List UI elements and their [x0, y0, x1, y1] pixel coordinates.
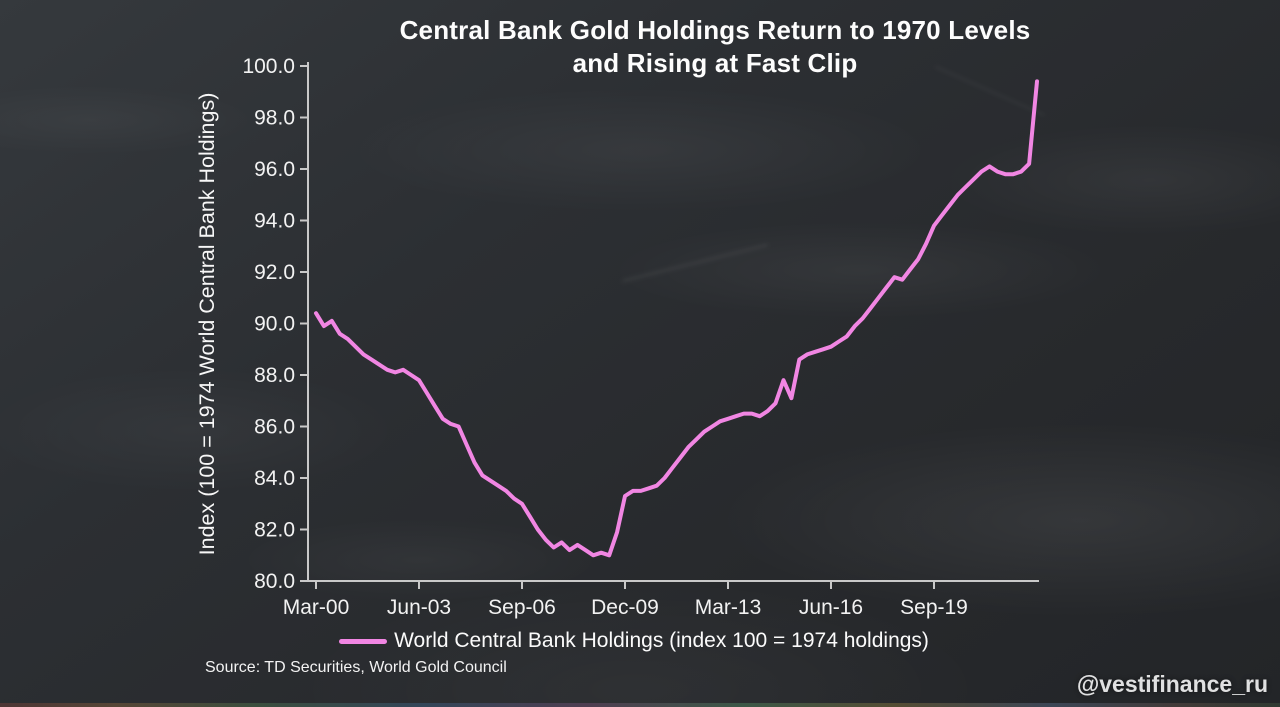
source-note: Source: TD Securities, World Gold Counci… — [205, 659, 507, 676]
holdings-line-series — [314, 79, 1039, 558]
watermark: @vestifinance_ru — [1076, 671, 1268, 697]
y-tick-label: 80.0 — [254, 570, 295, 593]
x-tick-label: Mar-00 — [283, 596, 350, 619]
y-axis-title: Index (100 = 1974 World Central Bank Hol… — [195, 93, 219, 556]
x-tick-label: Sep-19 — [900, 596, 968, 619]
y-tick-label: 86.0 — [254, 416, 295, 439]
x-tick-label: Sep-06 — [488, 596, 556, 619]
y-tick-label: 90.0 — [254, 313, 295, 336]
x-tick-label: Jun-03 — [387, 596, 451, 619]
y-tick-label: 84.0 — [254, 467, 295, 490]
x-tick-label: Jun-16 — [799, 596, 863, 619]
y-tick-label: 82.0 — [254, 519, 295, 542]
legend-line-swatch — [339, 638, 388, 644]
y-tick-label: 100.0 — [242, 55, 295, 78]
y-tick-label: 94.0 — [254, 210, 295, 233]
y-tick-label: 88.0 — [254, 364, 295, 387]
x-tick-label: Dec-09 — [591, 596, 659, 619]
chart-title-line-2: and Rising at Fast Clip — [572, 48, 858, 78]
chart-legend: World Central Bank Holdings (index 100 =… — [0, 629, 1274, 653]
y-tick-label: 96.0 — [254, 158, 295, 181]
y-tick-label: 92.0 — [254, 261, 295, 284]
x-tick-label: Mar-13 — [695, 596, 762, 619]
chart-title: Central Bank Gold Holdings Return to 197… — [180, 14, 1250, 80]
y-tick-label: 98.0 — [254, 107, 295, 130]
chart-title-line-1: Central Bank Gold Holdings Return to 197… — [399, 15, 1031, 45]
legend-label: World Central Bank Holdings (index 100 =… — [394, 629, 929, 652]
